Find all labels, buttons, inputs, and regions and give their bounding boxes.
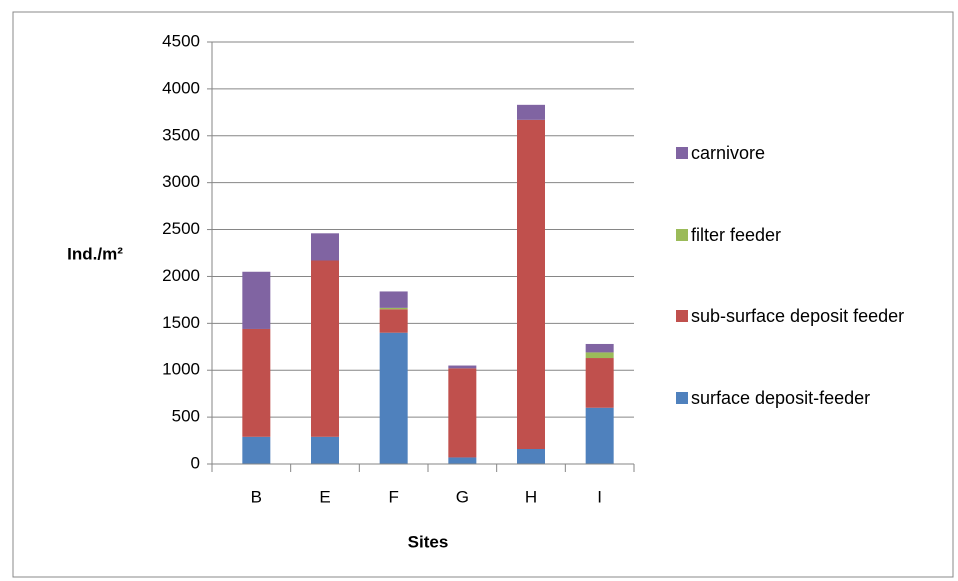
y-tick-label: 4000 (162, 78, 200, 97)
bar-segment (585, 352, 614, 359)
legend-swatch (676, 392, 688, 404)
bar-segment (448, 365, 477, 369)
bar-segment (379, 307, 408, 310)
bar-segment (517, 448, 545, 464)
y-axis-label: Ind./m² (67, 244, 123, 263)
x-tick-label: E (319, 487, 330, 506)
bar-segment (448, 368, 477, 458)
legend-label: carnivore (691, 143, 766, 163)
legend-swatch (676, 229, 688, 241)
bar-segment (379, 291, 408, 308)
y-tick-label: 500 (172, 407, 200, 426)
bar-segment (585, 407, 614, 464)
legend-item: surface deposit-feeder (676, 385, 931, 411)
bar-segment (517, 119, 545, 449)
bar-segment (585, 343, 614, 353)
bar-segment (311, 436, 339, 464)
bar-segment (379, 332, 408, 464)
x-axis-label: Sites (408, 532, 449, 551)
bar-segment (517, 104, 545, 120)
y-tick-label: 2000 (162, 266, 200, 285)
legend-item: sub-surface deposit feeder (676, 303, 931, 329)
bar-segment (242, 436, 271, 464)
y-tick-label: 3500 (162, 125, 200, 144)
legend-label: surface deposit-feeder (691, 388, 871, 408)
bar-segment (311, 260, 339, 437)
legend-swatch (676, 147, 688, 159)
x-tick-label: B (251, 487, 262, 506)
x-tick-label: F (388, 487, 398, 506)
legend-item: carnivore (676, 140, 931, 166)
legend-label: filter feeder (691, 225, 782, 245)
bar-segment (448, 457, 477, 464)
bar-segment (242, 328, 271, 437)
y-tick-label: 1500 (162, 313, 200, 332)
bar-segment (242, 271, 271, 329)
y-tick-label: 1000 (162, 360, 200, 379)
y-tick-label: 0 (191, 453, 200, 472)
y-tick-label: 3000 (162, 172, 200, 191)
bar-segment (379, 309, 408, 333)
bar-segment (311, 233, 339, 261)
legend-item: filter feeder (676, 222, 931, 248)
y-tick-label: 4500 (162, 31, 200, 50)
bar-segment (585, 358, 614, 408)
x-tick-label: H (525, 487, 537, 506)
x-tick-label: I (597, 487, 602, 506)
chart-border (12, 11, 954, 578)
legend-swatch (676, 310, 688, 322)
legend-label: sub-surface deposit feeder (691, 306, 905, 326)
y-tick-label: 2500 (162, 219, 200, 238)
x-tick-label: G (456, 487, 469, 506)
